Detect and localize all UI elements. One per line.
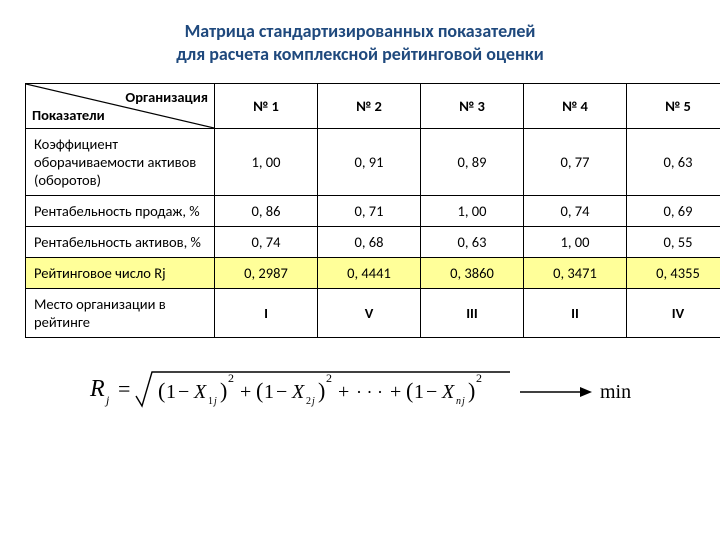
svg-text:(: ( bbox=[406, 378, 413, 403]
cell: 0, 91 bbox=[318, 129, 421, 196]
cell: 0, 2987 bbox=[215, 258, 318, 289]
table-row: Рентабельность продаж, % 0, 86 0, 71 1, … bbox=[26, 196, 720, 227]
cell: 0, 74 bbox=[524, 196, 627, 227]
svg-text:−: − bbox=[426, 381, 437, 403]
corner-ind-label: Показатели bbox=[32, 106, 105, 124]
svg-text:): ) bbox=[468, 378, 475, 403]
svg-text:): ) bbox=[220, 378, 227, 403]
cell: I bbox=[215, 289, 318, 338]
svg-text:X: X bbox=[441, 381, 455, 403]
cell: 1, 00 bbox=[524, 227, 627, 258]
cell: 0, 77 bbox=[524, 129, 627, 196]
table-row: Рентабельность активов, % 0, 74 0, 68 0,… bbox=[26, 227, 720, 258]
cell: 0, 71 bbox=[318, 196, 421, 227]
svg-text:+: + bbox=[338, 381, 349, 403]
svg-text:2: 2 bbox=[326, 371, 332, 385]
formula-svg: R j = ( 1 − X 1 j ) 2 + ( 1 − X 2 j ) 2 … bbox=[80, 358, 640, 418]
table-row: Коэффициент оборачиваемости активов (обо… bbox=[26, 129, 720, 196]
svg-text:1: 1 bbox=[414, 381, 424, 403]
title-line-1: Матрица стандартизированных показателей bbox=[185, 20, 536, 42]
svg-text:+: + bbox=[390, 381, 401, 403]
formula-lhs: R bbox=[89, 376, 105, 402]
formula: R j = ( 1 − X 1 j ) 2 + ( 1 − X 2 j ) 2 … bbox=[25, 358, 695, 423]
svg-text:2: 2 bbox=[306, 396, 311, 407]
svg-text:=: = bbox=[118, 376, 130, 401]
svg-text:(: ( bbox=[256, 378, 263, 403]
svg-text:(: ( bbox=[158, 378, 165, 403]
cell: 0, 55 bbox=[627, 227, 720, 258]
cell: 0, 63 bbox=[421, 227, 524, 258]
cell: 1, 00 bbox=[215, 129, 318, 196]
col-head-3: № 3 bbox=[421, 84, 524, 129]
cell: 0, 63 bbox=[627, 129, 720, 196]
svg-text:· · ·: · · · bbox=[356, 382, 383, 402]
svg-text:1: 1 bbox=[264, 381, 274, 403]
row-label: Коэффициент оборачиваемости активов (обо… bbox=[26, 129, 215, 196]
cell: 0, 89 bbox=[421, 129, 524, 196]
cell: IV bbox=[627, 289, 720, 338]
page-title: Матрица стандартизированных показателей … bbox=[25, 20, 695, 65]
row-label: Место организации в рейтинге bbox=[26, 289, 215, 338]
cell: V bbox=[318, 289, 421, 338]
rating-matrix-table: Организация Показатели № 1 № 2 № 3 № 4 №… bbox=[25, 83, 720, 338]
svg-text:2: 2 bbox=[476, 371, 482, 385]
svg-text:X: X bbox=[193, 381, 207, 403]
cell: 0, 69 bbox=[627, 196, 720, 227]
cell: III bbox=[421, 289, 524, 338]
title-line-2: для расчета комплексной рейтинговой оцен… bbox=[176, 43, 543, 65]
row-label: Рентабельность активов, % bbox=[26, 227, 215, 258]
col-head-5: № 5 bbox=[627, 84, 720, 129]
cell: 0, 86 bbox=[215, 196, 318, 227]
cell: II bbox=[524, 289, 627, 338]
svg-text:−: − bbox=[178, 381, 189, 403]
highlight-row: Рейтинговое число Rj 0, 2987 0, 4441 0, … bbox=[26, 258, 720, 289]
cell: 0, 68 bbox=[318, 227, 421, 258]
svg-text:): ) bbox=[318, 378, 325, 403]
svg-text:1: 1 bbox=[208, 396, 213, 407]
svg-text:X: X bbox=[291, 381, 305, 403]
cell: 0, 4441 bbox=[318, 258, 421, 289]
svg-text:n: n bbox=[456, 396, 461, 407]
cell: 0, 4355 bbox=[627, 258, 720, 289]
col-head-2: № 2 bbox=[318, 84, 421, 129]
svg-text:2: 2 bbox=[228, 371, 234, 385]
cell: 0, 74 bbox=[215, 227, 318, 258]
corner-org-label: Организация bbox=[32, 88, 208, 106]
row-label: Рейтинговое число Rj bbox=[26, 258, 215, 289]
rank-row: Место организации в рейтинге I V III II … bbox=[26, 289, 720, 338]
cell: 1, 00 bbox=[421, 196, 524, 227]
svg-text:−: − bbox=[276, 381, 287, 403]
formula-min: min bbox=[600, 381, 631, 403]
svg-text:1: 1 bbox=[166, 381, 176, 403]
corner-cell: Организация Показатели bbox=[26, 84, 215, 129]
col-head-1: № 1 bbox=[215, 84, 318, 129]
cell: 0, 3471 bbox=[524, 258, 627, 289]
row-label: Рентабельность продаж, % bbox=[26, 196, 215, 227]
header-row: Организация Показатели № 1 № 2 № 3 № 4 №… bbox=[26, 84, 720, 129]
svg-text:+: + bbox=[240, 381, 251, 403]
col-head-4: № 4 bbox=[524, 84, 627, 129]
arrow-head bbox=[580, 387, 592, 397]
formula-lhs-sub: j bbox=[104, 393, 110, 407]
cell: 0, 3860 bbox=[421, 258, 524, 289]
